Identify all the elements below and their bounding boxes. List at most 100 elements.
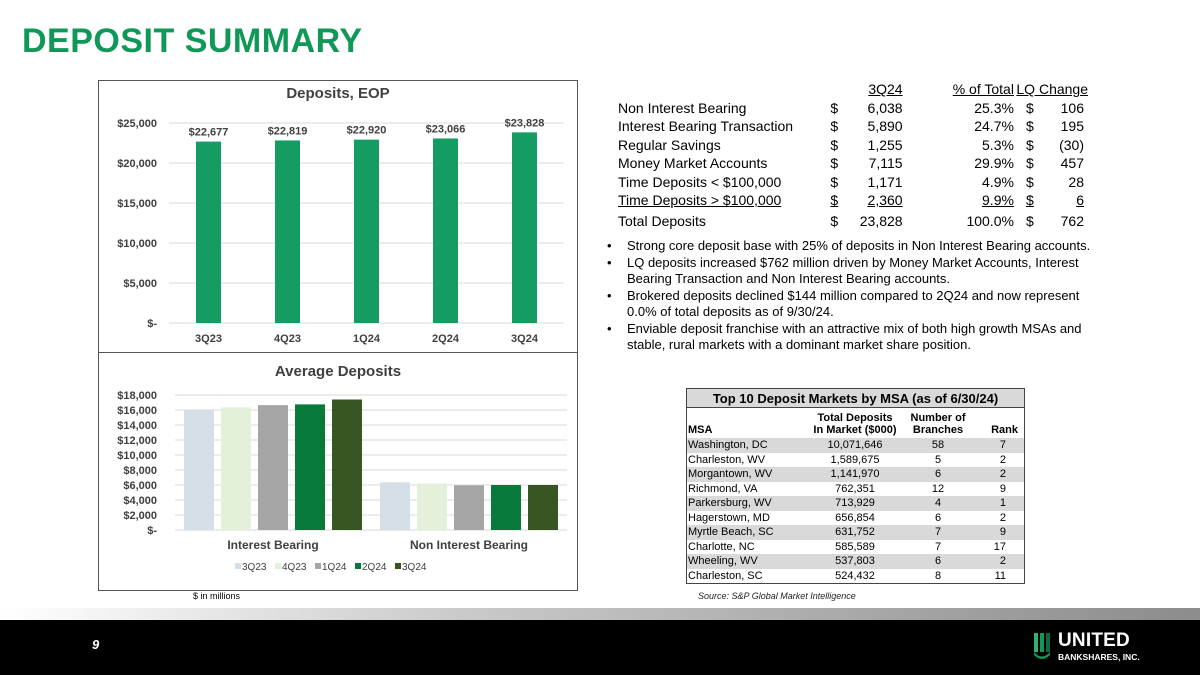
currency-symbol: $	[1025, 192, 1034, 209]
rank-cell: 2	[969, 467, 1024, 482]
table-row: Wheeling, WV 537,803 6 2	[687, 554, 1024, 569]
rank-cell: 11	[994, 569, 1006, 582]
table-row: Time Deposits < $100,000 $1,171 4.9% $28	[618, 173, 1094, 192]
bar	[295, 404, 325, 530]
y-tick-label: $8,000	[123, 465, 157, 477]
bar	[491, 485, 521, 530]
currency-symbol: $	[1025, 173, 1034, 190]
branches-cell: 4	[907, 496, 969, 511]
x-tick-label: 4Q23	[274, 333, 301, 345]
header-rank: Rank	[991, 424, 1018, 436]
page-number: 9	[92, 637, 100, 652]
pct-cell: 24.7%	[974, 118, 1014, 135]
x-tick-label: 1Q24	[353, 333, 381, 345]
bullet-item: Brokered deposits declined $144 million …	[600, 288, 1095, 321]
y-tick-label: $25,000	[117, 118, 157, 130]
header-3q24: 3Q24	[868, 81, 903, 98]
bar	[275, 140, 300, 323]
bar	[454, 485, 484, 530]
currency-symbol: $	[830, 118, 839, 135]
chart-title: Deposits, EOP	[286, 85, 390, 102]
y-tick-label: $5,000	[123, 278, 157, 290]
currency-symbol: $	[830, 155, 839, 172]
bar	[332, 399, 362, 530]
y-tick-label: $15,000	[117, 198, 157, 210]
x-tick-label: 3Q24	[511, 333, 539, 345]
msa-name-cell: Morgantown, WV	[687, 467, 803, 482]
table-row: Time Deposits > $100,000 $2,360 9.9% $6	[618, 191, 1094, 210]
msa-table-grid: MSA Total Deposits In Market ($000) Numb…	[687, 408, 1024, 583]
bar	[354, 139, 379, 323]
row-label: Money Market Accounts	[618, 155, 768, 172]
table-row: Parkersburg, WV 713,929 4 1	[687, 496, 1024, 511]
currency-symbol: $	[1025, 99, 1034, 116]
units-note: $ in millions	[193, 591, 241, 601]
deposits-cell: 631,752	[803, 525, 907, 540]
y-tick-label: $10,000	[117, 238, 157, 250]
currency-symbol: $	[830, 136, 839, 153]
company-logo: UNITED BANKSHARES, INC.	[1034, 630, 1164, 668]
table-header-row: 3Q24 % of Total LQ Change	[618, 80, 1094, 99]
row-label: Non Interest Bearing	[618, 99, 747, 116]
change-cell: 6	[1076, 192, 1084, 209]
rank-cell: 2	[999, 511, 1006, 524]
bar	[258, 405, 288, 530]
msa-name-cell: Washington, DC	[687, 438, 803, 453]
table-row: Non Interest Bearing $6,038 25.3% $106	[618, 99, 1094, 118]
page-title: DEPOSIT SUMMARY	[22, 22, 363, 60]
rank-cell: 17	[993, 540, 1006, 553]
msa-name-cell: Richmond, VA	[688, 482, 758, 495]
header-msa: MSA	[688, 424, 713, 436]
deposits-cell: 524,432	[835, 569, 875, 582]
deposits-cell: 713,929	[803, 496, 907, 511]
table-row: Richmond, VA 762,351 12 9	[687, 482, 1024, 497]
x-tick-label: 3Q23	[195, 333, 222, 345]
y-tick-label: $16,000	[117, 405, 157, 417]
change-cell: 28	[1068, 173, 1084, 190]
united-bankshares-logo-icon	[1034, 633, 1050, 659]
msa-name-cell: Charleston, WV	[688, 453, 766, 466]
amount-cell: 2,360	[867, 192, 903, 209]
deposits-eop-chart-svg: $- $5,000 $10,000 $15,000 $20,000 $25,000 $22,…	[117, 117, 564, 345]
amount-cell: 1,171	[867, 173, 903, 190]
amount-cell: 6,038	[867, 99, 903, 116]
legend-label: 3Q23	[242, 562, 267, 573]
x-tick-label: Non Interest Bearing	[410, 538, 528, 552]
source-note: Source: S&P Global Market Intelligence	[698, 591, 856, 601]
pct-cell: 5.3%	[982, 136, 1014, 153]
y-tick-label: $14,000	[117, 420, 157, 432]
legend-swatch	[355, 563, 361, 569]
branches-cell: 5	[934, 453, 942, 466]
msa-name-cell: Charleston, SC	[688, 569, 763, 582]
currency-symbol: $	[1025, 136, 1034, 153]
footer	[0, 620, 1200, 675]
deposits-cell: 1,589,675	[830, 453, 880, 466]
row-label: Regular Savings	[618, 136, 721, 153]
x-tick-label: Interest Bearing	[227, 538, 318, 552]
pct-cell: 9.9%	[982, 192, 1014, 209]
change-cell: 195	[1060, 118, 1084, 135]
branches-cell: 6	[907, 554, 969, 569]
table-row: Hagerstown, MD 656,854 6 2	[687, 511, 1024, 526]
legend-label: 1Q24	[322, 562, 347, 573]
data-label: $23,828	[505, 117, 545, 129]
deposits-cell: 10,071,646	[803, 438, 907, 453]
table-row: Money Market Accounts $7,115 29.9% $457	[618, 154, 1094, 173]
bar	[433, 138, 458, 323]
y-tick-label: $6,000	[123, 480, 157, 492]
table-row: Myrtle Beach, SC 631,752 7 9	[687, 525, 1024, 540]
currency-symbol: $	[1025, 118, 1034, 135]
row-label: Time Deposits > $100,000	[618, 192, 782, 209]
currency-symbol: $	[830, 173, 839, 190]
amount-cell: 1,255	[867, 136, 903, 153]
rank-cell: 9	[969, 525, 1024, 540]
rank-cell: 1	[969, 496, 1024, 511]
change-cell: 106	[1060, 99, 1084, 116]
msa-table-title: Top 10 Deposit Markets by MSA (as of 6/3…	[687, 389, 1024, 408]
header-total-deposits: Total Deposits In Market ($000)	[813, 412, 897, 436]
table-row: Charleston, SC 524,432 8 11	[687, 569, 1024, 584]
data-label: $23,066	[426, 123, 466, 135]
pct-cell: 100.0%	[966, 212, 1014, 229]
deposit-composition-table: 3Q24 % of Total LQ Change Non Interest B…	[618, 80, 1094, 229]
